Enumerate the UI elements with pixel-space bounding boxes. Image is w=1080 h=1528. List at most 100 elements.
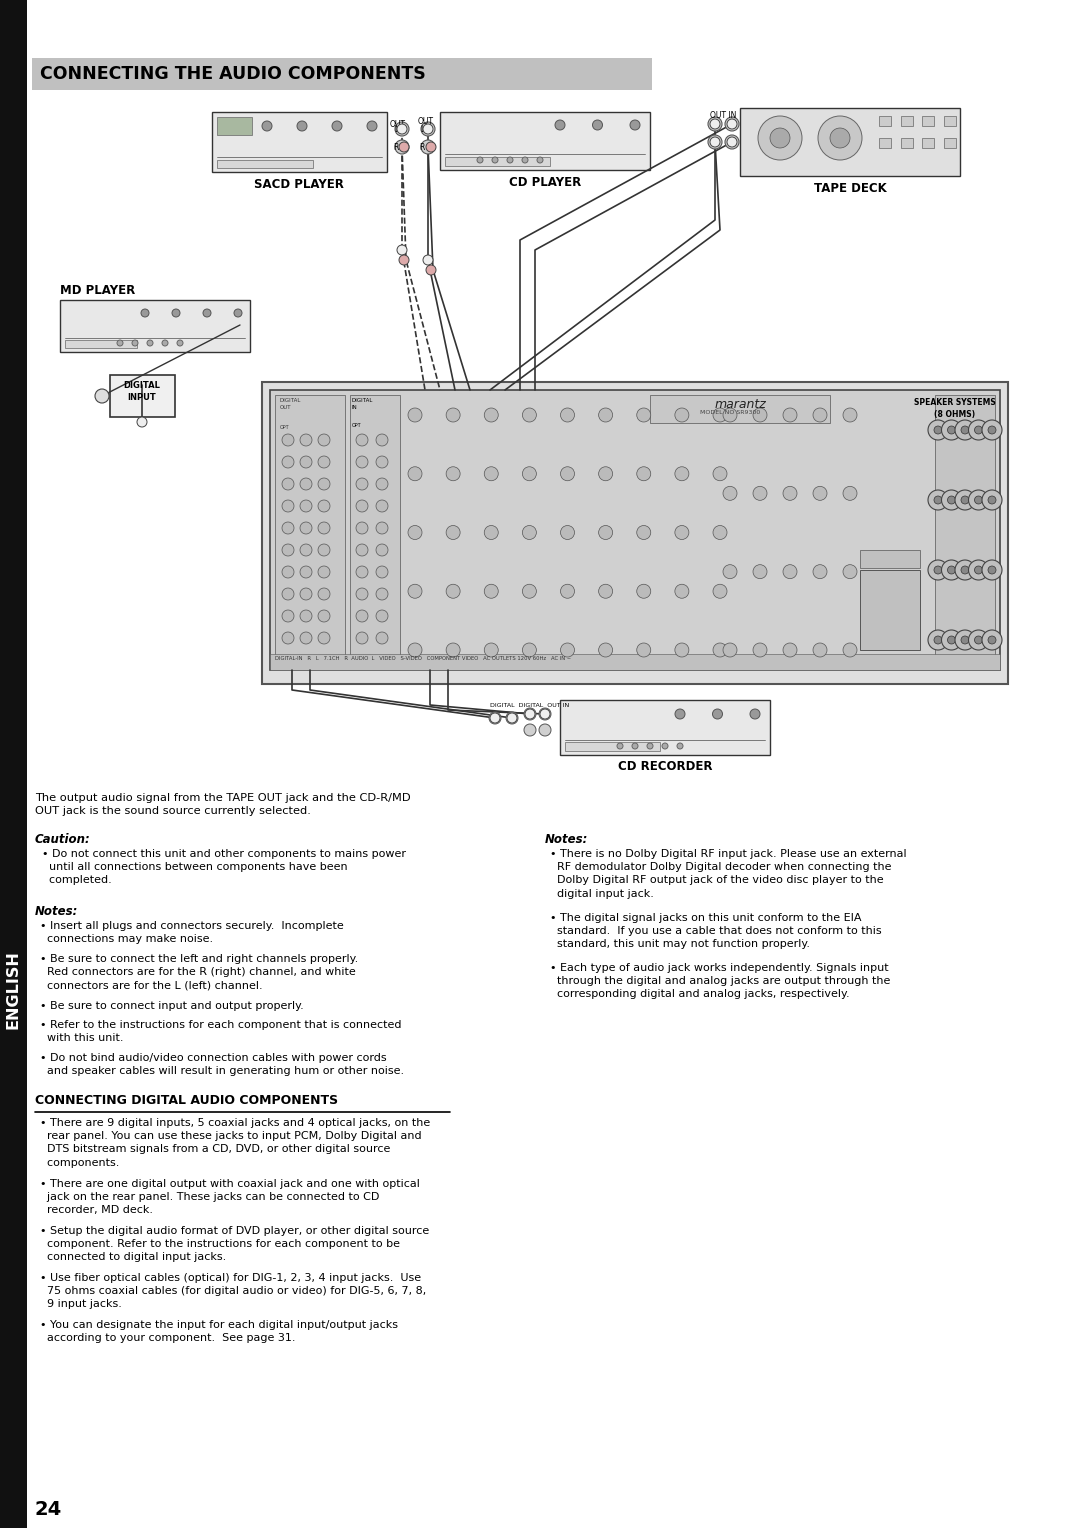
Circle shape bbox=[947, 426, 956, 434]
Circle shape bbox=[376, 588, 388, 601]
Text: • Do not bind audio/video connection cables with power cords
  and speaker cable: • Do not bind audio/video connection cab… bbox=[40, 1053, 404, 1076]
Circle shape bbox=[708, 134, 723, 150]
Circle shape bbox=[282, 565, 294, 578]
Text: • You can designate the input for each digital input/output jacks
  according to: • You can designate the input for each d… bbox=[40, 1320, 399, 1343]
Text: TAPE DECK: TAPE DECK bbox=[813, 182, 887, 196]
Circle shape bbox=[982, 559, 1002, 581]
Circle shape bbox=[942, 420, 961, 440]
Circle shape bbox=[356, 565, 368, 578]
Bar bbox=[944, 116, 956, 125]
Circle shape bbox=[539, 707, 551, 720]
Circle shape bbox=[725, 134, 739, 150]
Circle shape bbox=[934, 497, 942, 504]
Circle shape bbox=[397, 244, 407, 255]
Bar bbox=[879, 116, 891, 125]
Text: DIGITAL
OUT: DIGITAL OUT bbox=[280, 397, 301, 410]
Circle shape bbox=[537, 157, 543, 163]
Bar bbox=[879, 138, 891, 148]
Text: • Use fiber optical cables (optical) for DIG-1, 2, 3, 4 input jacks.  Use
  75 o: • Use fiber optical cables (optical) for… bbox=[40, 1273, 427, 1309]
Circle shape bbox=[708, 118, 723, 131]
Circle shape bbox=[421, 141, 435, 154]
Text: marantz: marantz bbox=[714, 397, 766, 411]
Circle shape bbox=[282, 500, 294, 512]
Circle shape bbox=[710, 138, 720, 147]
Circle shape bbox=[947, 497, 956, 504]
Bar bbox=[944, 138, 956, 148]
Circle shape bbox=[770, 128, 789, 148]
Circle shape bbox=[318, 455, 330, 468]
Circle shape bbox=[522, 157, 528, 163]
Circle shape bbox=[675, 408, 689, 422]
Circle shape bbox=[988, 426, 996, 434]
Circle shape bbox=[961, 636, 969, 643]
Circle shape bbox=[507, 157, 513, 163]
Bar bbox=[32, 58, 652, 90]
Circle shape bbox=[758, 116, 802, 160]
Text: • Each type of audio jack works independently. Signals input
  through the digit: • Each type of audio jack works independ… bbox=[550, 963, 890, 999]
Circle shape bbox=[561, 643, 575, 657]
Circle shape bbox=[710, 119, 720, 128]
Circle shape bbox=[300, 500, 312, 512]
Circle shape bbox=[234, 309, 242, 316]
Circle shape bbox=[675, 643, 689, 657]
Circle shape bbox=[356, 610, 368, 622]
Circle shape bbox=[446, 643, 460, 657]
Circle shape bbox=[95, 390, 109, 403]
Circle shape bbox=[446, 408, 460, 422]
Circle shape bbox=[426, 142, 436, 151]
Text: DIGITAL
IN: DIGITAL IN bbox=[352, 397, 374, 410]
Circle shape bbox=[675, 466, 689, 481]
Circle shape bbox=[813, 643, 827, 657]
Circle shape bbox=[713, 526, 727, 539]
Circle shape bbox=[376, 455, 388, 468]
Bar bbox=[270, 654, 1000, 669]
Circle shape bbox=[598, 584, 612, 599]
Circle shape bbox=[961, 426, 969, 434]
Circle shape bbox=[318, 434, 330, 446]
Circle shape bbox=[489, 712, 501, 724]
Circle shape bbox=[318, 633, 330, 643]
Circle shape bbox=[147, 341, 153, 345]
Circle shape bbox=[598, 643, 612, 657]
Bar bbox=[217, 160, 313, 168]
Text: • Do not connect this unit and other components to mains power
    until all con: • Do not connect this unit and other com… bbox=[35, 850, 406, 885]
Circle shape bbox=[723, 408, 737, 422]
Circle shape bbox=[408, 584, 422, 599]
Circle shape bbox=[723, 486, 737, 500]
Bar bbox=[217, 118, 252, 134]
Circle shape bbox=[598, 408, 612, 422]
Text: OUT: OUT bbox=[418, 118, 434, 125]
Circle shape bbox=[988, 636, 996, 643]
Circle shape bbox=[523, 526, 537, 539]
Circle shape bbox=[561, 584, 575, 599]
Circle shape bbox=[356, 434, 368, 446]
Circle shape bbox=[662, 743, 669, 749]
Text: SPEAKER SYSTEMS
(8 OHMS): SPEAKER SYSTEMS (8 OHMS) bbox=[914, 397, 996, 419]
Circle shape bbox=[555, 121, 565, 130]
Circle shape bbox=[141, 309, 149, 316]
Circle shape bbox=[723, 565, 737, 579]
Circle shape bbox=[947, 636, 956, 643]
Bar bbox=[440, 112, 650, 170]
Circle shape bbox=[282, 478, 294, 490]
Bar bbox=[0, 0, 27, 1528]
Circle shape bbox=[423, 255, 433, 264]
Text: MD PLAYER: MD PLAYER bbox=[60, 284, 135, 296]
Circle shape bbox=[969, 420, 988, 440]
Circle shape bbox=[713, 584, 727, 599]
Circle shape bbox=[484, 643, 498, 657]
Circle shape bbox=[282, 455, 294, 468]
Text: DIGITAL
INPUT: DIGITAL INPUT bbox=[123, 380, 161, 402]
Text: Notes:: Notes: bbox=[35, 905, 79, 918]
Circle shape bbox=[753, 643, 767, 657]
Circle shape bbox=[750, 709, 760, 720]
Circle shape bbox=[395, 141, 409, 154]
Circle shape bbox=[637, 643, 651, 657]
Circle shape bbox=[524, 707, 536, 720]
Circle shape bbox=[356, 500, 368, 512]
Circle shape bbox=[356, 633, 368, 643]
Circle shape bbox=[928, 420, 948, 440]
Circle shape bbox=[974, 497, 983, 504]
Circle shape bbox=[593, 121, 603, 130]
Circle shape bbox=[408, 408, 422, 422]
